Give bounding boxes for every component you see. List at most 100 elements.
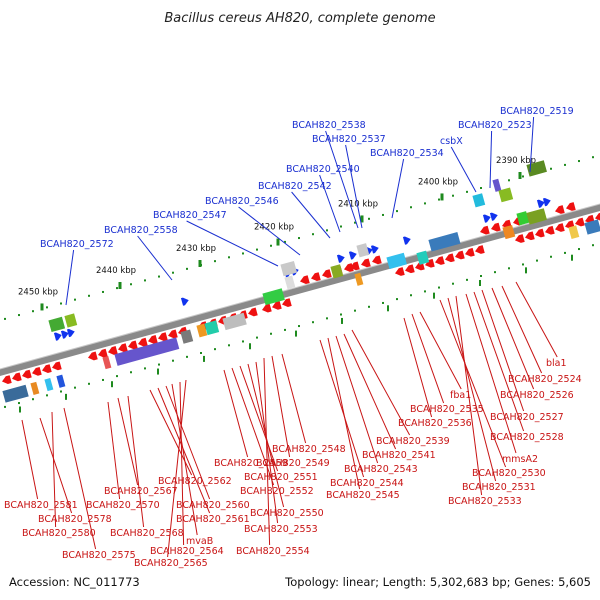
bottom-gene-label: BCAH820_2570 bbox=[86, 500, 160, 511]
forward-blue-arrow bbox=[53, 332, 62, 341]
forward-blue-arrow bbox=[542, 198, 551, 207]
upper-scale-dot bbox=[228, 256, 230, 259]
gene-feature-block bbox=[114, 337, 180, 366]
forward-blue-arrow bbox=[336, 254, 345, 263]
reverse-gene-arrow bbox=[248, 307, 258, 317]
gene-feature-block bbox=[416, 250, 430, 265]
reverse-gene-arrow bbox=[535, 228, 545, 238]
upper-scale-dot bbox=[284, 240, 286, 243]
lower-scale-dot bbox=[116, 375, 118, 378]
upper-scale-dot bbox=[368, 217, 370, 220]
bottom-gene-label: BCAH820_2580 bbox=[22, 528, 96, 539]
gene-feature-block bbox=[56, 374, 66, 388]
lower-scale-dot bbox=[4, 405, 6, 408]
lower-scale-dot bbox=[480, 275, 482, 277]
bottom-gene-label: mmsA2 bbox=[502, 454, 538, 465]
gene-feature-block bbox=[280, 260, 298, 277]
lower-scale-dot bbox=[368, 305, 370, 308]
reverse-gene-arrow bbox=[168, 329, 178, 339]
bottom-label-connector bbox=[127, 395, 145, 528]
scale-major-tick bbox=[118, 282, 122, 289]
bottom-label-connector bbox=[501, 285, 543, 374]
upper-scale-dot bbox=[466, 190, 468, 193]
top-label-connector bbox=[325, 130, 359, 229]
bottom-gene-label: BCAH820_2533 bbox=[448, 496, 522, 507]
forward-blue-arrow bbox=[180, 297, 189, 306]
topology-text: Topology: linear; Length: 5,302,683 bp; … bbox=[284, 575, 591, 589]
bottom-label-connector bbox=[263, 357, 271, 546]
bottom-label-connector bbox=[411, 313, 445, 404]
forward-gene-arrow bbox=[322, 269, 332, 278]
lower-scale-dot bbox=[354, 309, 356, 312]
lower-scale-dot bbox=[578, 248, 580, 251]
lower-scale-dot bbox=[438, 286, 440, 289]
lower-scale-dot bbox=[410, 294, 412, 297]
reverse-gene-arrow bbox=[515, 234, 525, 243]
gene-feature-block bbox=[64, 313, 78, 328]
reverse-gene-arrow bbox=[435, 256, 445, 265]
bottom-gene-label: BCAH820_2548 bbox=[272, 444, 346, 455]
upper-scale-dot bbox=[424, 202, 426, 205]
lower-scale-dot bbox=[46, 394, 48, 397]
lower-scale-tick bbox=[525, 267, 527, 274]
lower-scale-tick bbox=[387, 305, 389, 312]
upper-scale-dot bbox=[60, 302, 62, 305]
lower-scale-dot bbox=[102, 378, 104, 381]
bottom-label-connector bbox=[343, 333, 397, 450]
bottom-gene-label: BCAH820_2554 bbox=[236, 546, 310, 557]
lower-scale-dot bbox=[88, 382, 90, 385]
reverse-gene-arrow bbox=[465, 247, 475, 257]
top-label-connector bbox=[65, 249, 75, 306]
scale-major-tick bbox=[198, 260, 202, 267]
lower-scale-tick bbox=[249, 343, 251, 350]
lower-scale-dot bbox=[550, 255, 552, 258]
lower-scale-tick bbox=[433, 292, 435, 299]
bottom-gene-label: BCAH820_2549 bbox=[256, 458, 330, 469]
bottom-label-connector bbox=[465, 293, 517, 454]
forward-gene-arrow bbox=[491, 222, 501, 232]
lower-scale-dot bbox=[242, 340, 244, 343]
upper-scale-dot bbox=[214, 260, 216, 263]
gene-feature-block bbox=[354, 272, 364, 286]
upper-scale-dot bbox=[452, 194, 454, 197]
gene-feature-block bbox=[516, 211, 530, 226]
bottom-gene-label: BCAH820_2531 bbox=[462, 482, 536, 493]
lower-scale-dot bbox=[522, 263, 524, 266]
bottom-label-connector bbox=[515, 281, 558, 358]
top-label-connector bbox=[345, 144, 363, 229]
lower-scale-dot bbox=[284, 328, 286, 331]
lower-scale-tick bbox=[571, 254, 573, 261]
lower-scale-dot bbox=[74, 386, 76, 389]
upper-scale-dot bbox=[592, 156, 594, 159]
upper-scale-dot bbox=[564, 163, 566, 166]
upper-scale-dot bbox=[4, 317, 6, 320]
upper-scale-dot bbox=[578, 160, 580, 163]
bottom-label-connector bbox=[271, 355, 291, 458]
scale-label: 2400 kbp bbox=[418, 177, 458, 187]
gene-feature-block bbox=[204, 320, 220, 336]
forward-blue-arrow bbox=[370, 245, 379, 254]
upper-scale-dot bbox=[438, 198, 440, 201]
lower-scale-tick bbox=[295, 330, 297, 337]
lower-scale-tick bbox=[19, 406, 21, 413]
top-gene-label: BCAH820_2538 bbox=[292, 120, 366, 131]
bottom-gene-label: BCAH820_2562 bbox=[158, 476, 232, 487]
gene-feature-block bbox=[330, 264, 344, 279]
bottom-label-connector bbox=[117, 397, 139, 486]
scale-major-tick bbox=[518, 172, 522, 179]
genome-backbone bbox=[0, 204, 600, 376]
bottom-gene-label: BCAH820_2528 bbox=[490, 432, 564, 443]
top-gene-label: BCAH820_2547 bbox=[153, 210, 227, 221]
lower-scale-dot bbox=[326, 317, 328, 320]
upper-scale-dot bbox=[270, 244, 272, 247]
bottom-gene-label: BCAH820_2550 bbox=[250, 508, 324, 519]
forward-blue-arrow bbox=[489, 212, 498, 221]
reverse-gene-arrow bbox=[555, 223, 565, 232]
upper-scale-dot bbox=[74, 298, 76, 301]
reverse-gene-arrow bbox=[395, 267, 405, 276]
forward-gene-arrow bbox=[350, 261, 360, 271]
reverse-gene-arrow bbox=[272, 300, 282, 310]
top-gene-label: BCAH820_2572 bbox=[40, 239, 114, 250]
bottom-gene-label: BCAH820_2553 bbox=[244, 524, 318, 535]
reverse-gene-arrow bbox=[128, 340, 138, 350]
